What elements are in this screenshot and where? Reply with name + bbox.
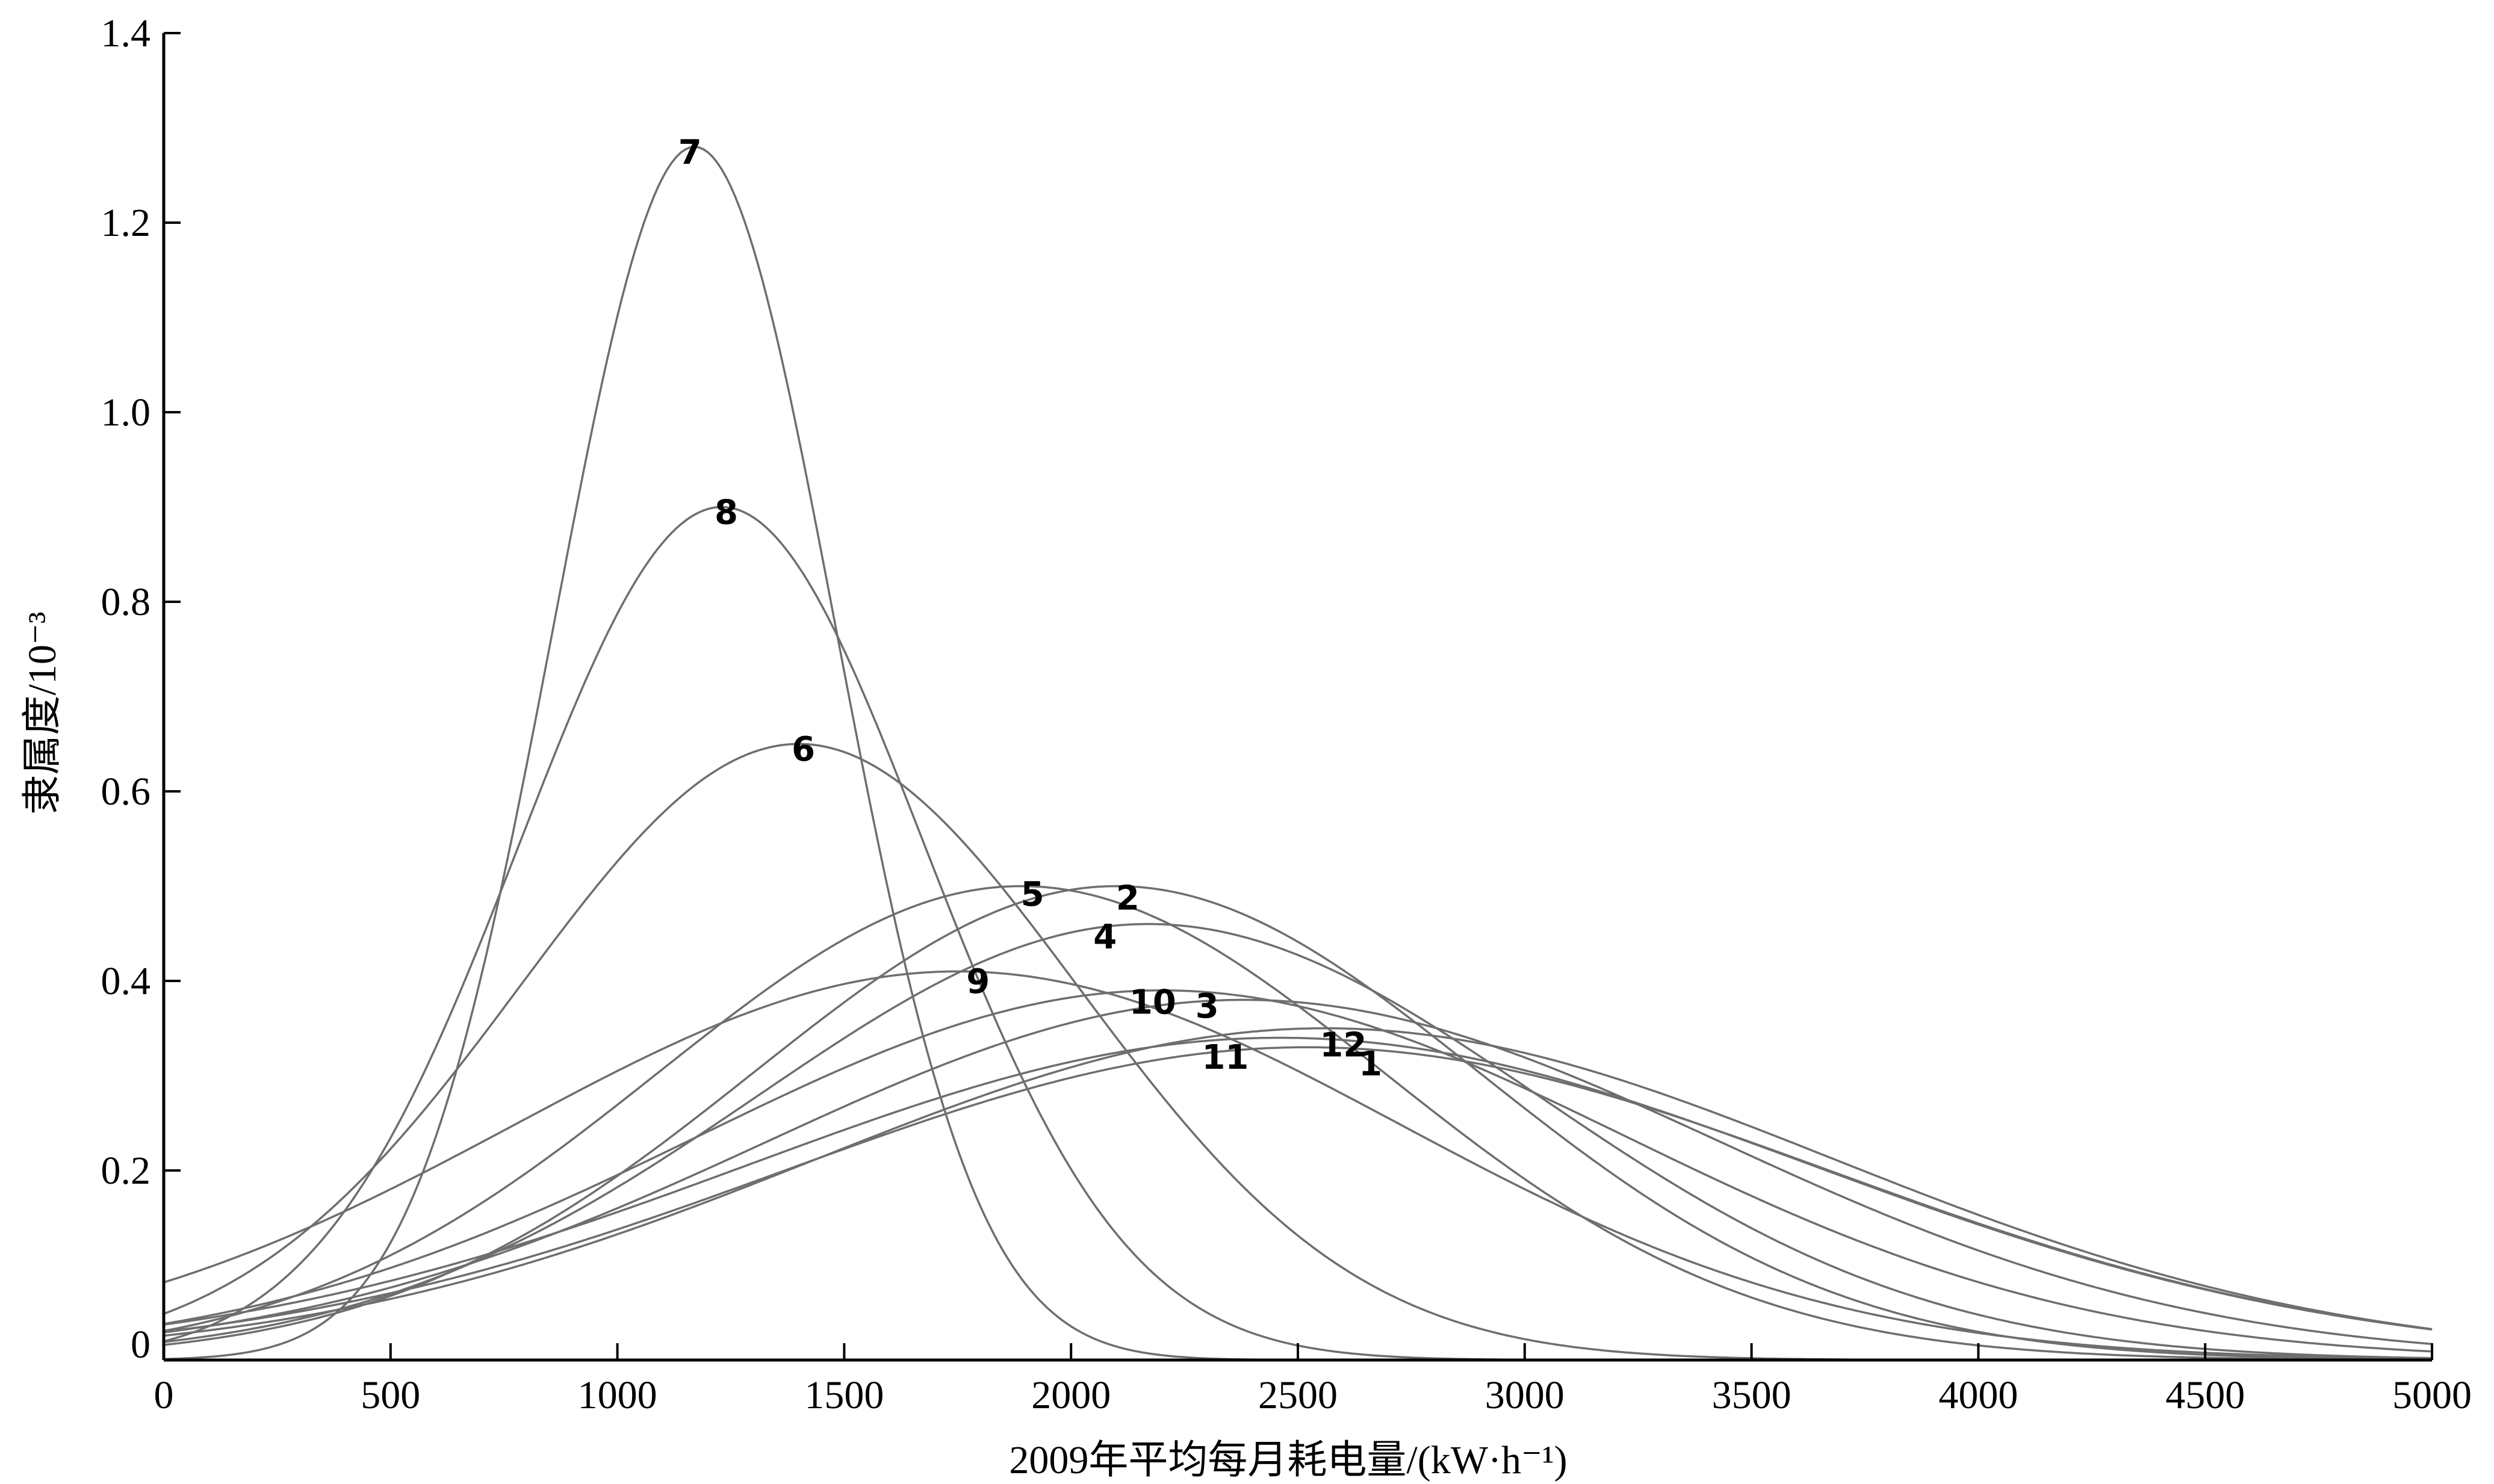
y-tick-label: 1.4 <box>101 11 151 55</box>
curve-label-8: 8 <box>715 493 738 532</box>
y-tick-label: 0 <box>131 1323 150 1367</box>
x-tick-label: 4000 <box>1938 1373 2018 1417</box>
curve-4 <box>163 923 2433 1359</box>
y-tick-label: 0.4 <box>101 959 151 1003</box>
curve-label-9: 9 <box>966 962 990 1001</box>
y-axis-title: 隶属度/10⁻³ <box>20 612 64 815</box>
curve-label-3: 3 <box>1196 987 1219 1026</box>
curve-12 <box>163 1027 2433 1337</box>
x-tick-label: 500 <box>361 1373 420 1417</box>
curve-5 <box>163 885 2432 1361</box>
x-axis-title: 2009年平均每月耗电量/(kW·h⁻¹) <box>1009 1438 1567 1482</box>
curve-label-1: 1 <box>1359 1045 1382 1084</box>
x-tick-label: 1500 <box>804 1373 884 1417</box>
curves-layer <box>163 146 2433 1361</box>
axes <box>162 33 2432 1362</box>
curve-label-7: 7 <box>678 133 702 172</box>
curve-10 <box>163 989 2433 1353</box>
x-tick-label: 3000 <box>1485 1373 1565 1417</box>
y-tick-label: 0.2 <box>101 1149 151 1193</box>
x-tick-label: 4500 <box>2165 1373 2245 1417</box>
curve-label-10: 10 <box>1129 983 1176 1022</box>
curve-11 <box>163 1036 2433 1331</box>
x-tick-label: 2000 <box>1031 1373 1111 1417</box>
curve-9 <box>163 970 2433 1360</box>
curve-2 <box>163 885 2433 1361</box>
curve-8 <box>163 505 2432 1361</box>
curve-label-5: 5 <box>1021 875 1044 914</box>
curve-label-11: 11 <box>1202 1038 1249 1077</box>
y-tick-label: 0.6 <box>101 770 151 814</box>
x-tick-label: 5000 <box>2392 1373 2472 1417</box>
curve-label-12: 12 <box>1320 1026 1366 1065</box>
y-tick-label: 1.0 <box>101 391 151 434</box>
curve-7 <box>163 146 2432 1361</box>
x-tick-label: 0 <box>154 1373 174 1417</box>
y-tick-label: 0.8 <box>101 580 151 624</box>
x-tick-label: 3500 <box>1712 1373 1791 1417</box>
curve-label-6: 6 <box>792 730 815 769</box>
curve-6 <box>163 743 2432 1361</box>
y-tick-label: 1.2 <box>101 201 151 245</box>
x-tick-label: 1000 <box>578 1373 657 1417</box>
curve-3 <box>163 998 2433 1346</box>
x-ticks: 0 500 1000 1500 2000 2500 3000 3500 4000 4500 5000 <box>154 1343 2472 1417</box>
x-tick-label: 2500 <box>1258 1373 1338 1417</box>
curve-label-2: 2 <box>1116 879 1140 918</box>
y-ticks: 0 0.2 0.4 0.6 0.8 1.0 1.2 1.4 <box>101 11 181 1367</box>
curve-label-4: 4 <box>1093 918 1117 957</box>
